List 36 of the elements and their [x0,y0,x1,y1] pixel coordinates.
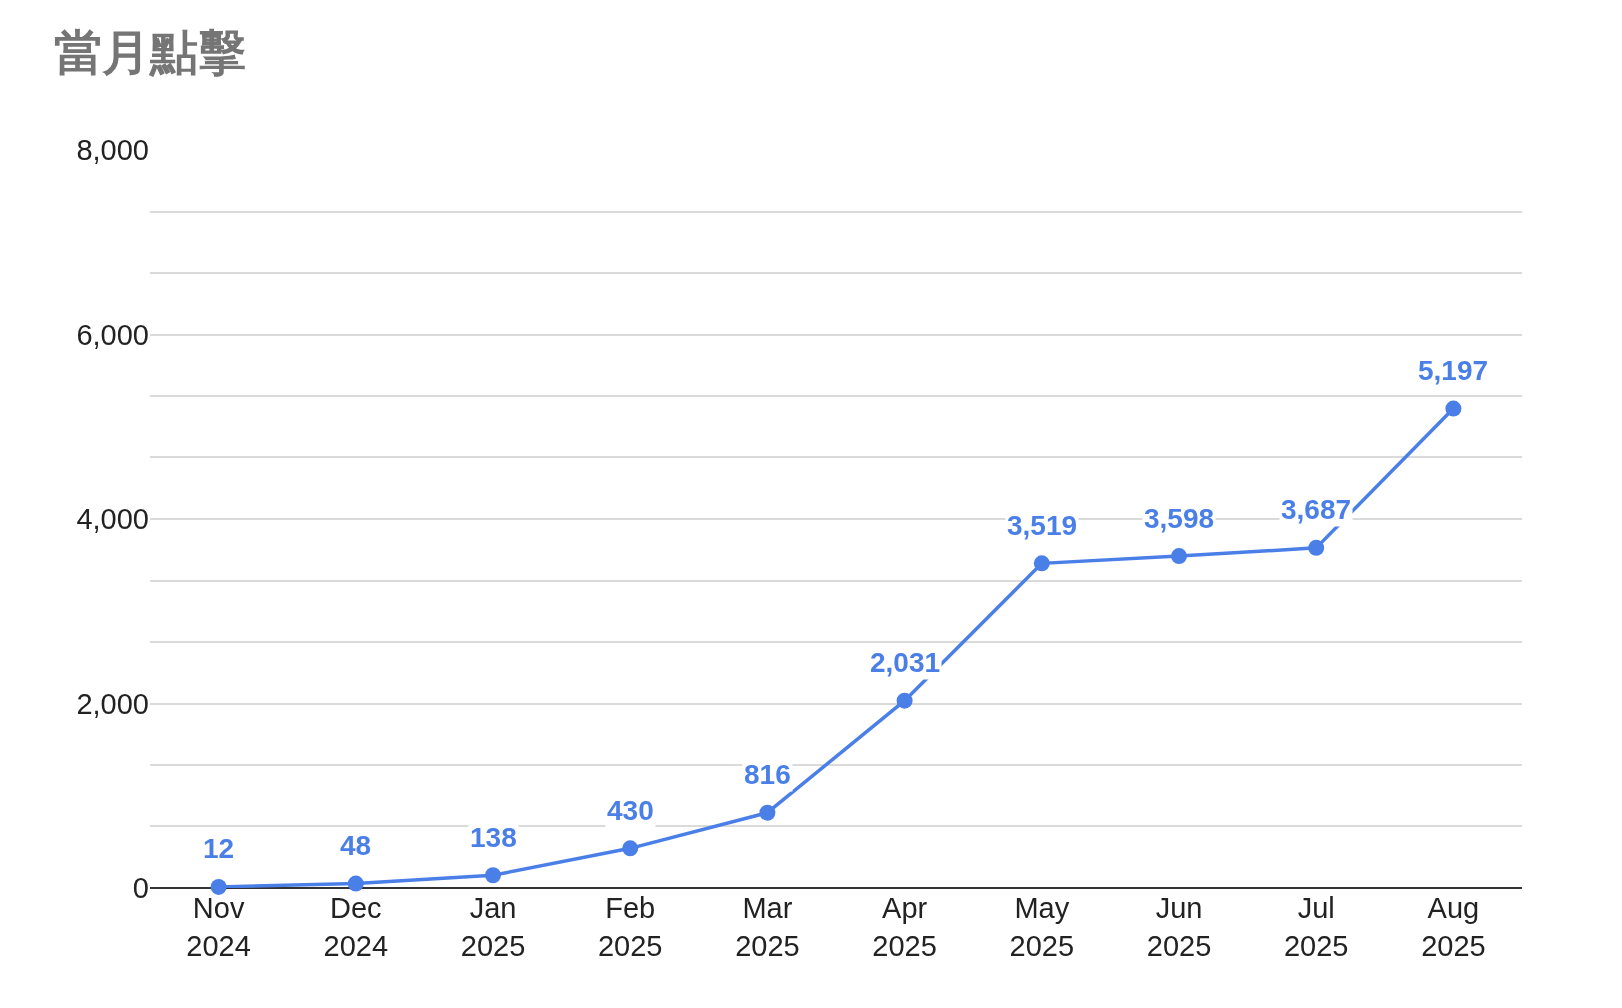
point [896,692,913,709]
x-tick-label: Apr 2025 [872,892,937,962]
y-tick-label: 8,000 [76,134,149,167]
text: 5,197 [1418,355,1489,386]
text: 430 [607,795,654,826]
text: 816 [744,759,791,790]
y-tick-label: 4,000 [76,503,149,536]
text: 3,519 [1007,510,1078,541]
text: 2,031 [870,647,941,678]
x-tick-label: Nov 2024 [186,892,251,962]
x-tick-label: Dec 2024 [323,892,389,962]
point [210,878,227,895]
point [1171,548,1187,565]
point [622,840,639,857]
point [1445,400,1462,417]
point [1033,555,1050,572]
chart-title: 當月點擊 [53,25,246,79]
y-tick-label: 2,000 [76,687,149,720]
point [485,867,501,884]
y-tick-label: 0 [132,872,149,905]
text: 12 [203,833,235,864]
text: 138 [470,822,517,853]
text: 3,598 [1144,503,1215,534]
x-tick-label: Mar 2025 [735,892,800,962]
x-tick-label: May 2025 [1009,892,1075,962]
x-tick-label: Jun 2025 [1146,892,1212,962]
text: 48 [340,830,372,861]
x-tick-label: Feb 2025 [597,892,663,962]
x-tick-label: Jul 2025 [1283,892,1349,962]
x-tick-label: Aug 2025 [1421,892,1486,962]
point [1308,539,1325,556]
text: 3,687 [1281,494,1352,525]
point [347,875,364,892]
point [759,804,776,821]
x-tick-label: Jan 2025 [460,892,526,962]
y-tick-label: 6,000 [76,318,149,351]
